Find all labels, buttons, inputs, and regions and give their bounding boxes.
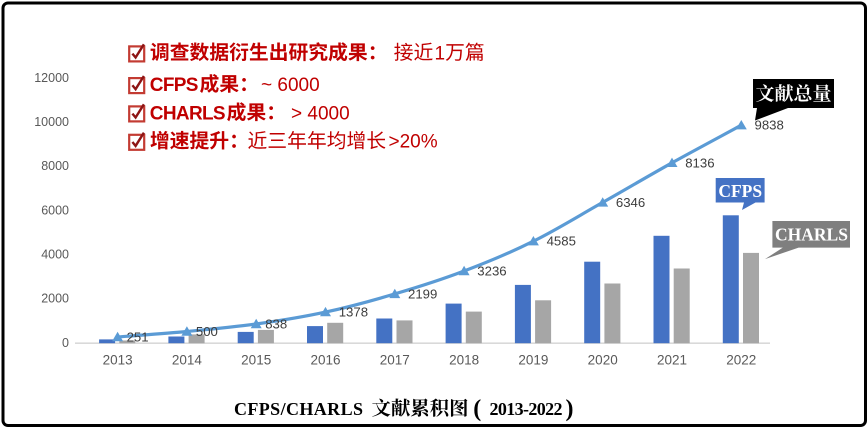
svg-text:2017: 2017 [380, 353, 410, 368]
svg-text:1378: 1378 [339, 305, 368, 320]
svg-text:2021: 2021 [657, 353, 687, 368]
svg-text:>20%: >20% [389, 132, 438, 153]
svg-text:6346: 6346 [616, 195, 645, 210]
svg-text:500: 500 [196, 324, 218, 339]
svg-text:CFPS/CHARLS: CFPS/CHARLS [234, 399, 363, 419]
svg-text:0: 0 [62, 336, 69, 350]
svg-text:838: 838 [265, 317, 287, 332]
svg-text:1: 1 [435, 43, 446, 64]
svg-text:2014: 2014 [172, 353, 203, 368]
svg-text:4000: 4000 [41, 248, 69, 262]
svg-text:2019: 2019 [518, 353, 548, 368]
svg-text:2022: 2022 [726, 353, 756, 368]
svg-text:2000: 2000 [41, 292, 69, 306]
svg-text:CHARLS: CHARLS [775, 225, 848, 245]
svg-text:2199: 2199 [408, 286, 437, 301]
svg-text:12000: 12000 [34, 71, 69, 85]
svg-text:CHARLS: CHARLS [150, 103, 226, 124]
svg-text:> 4000: > 4000 [291, 103, 350, 124]
svg-text:10000: 10000 [34, 115, 69, 129]
svg-text:~ 6000: ~ 6000 [261, 75, 320, 96]
svg-text:CFPS: CFPS [150, 75, 199, 96]
svg-text:4585: 4585 [547, 234, 576, 249]
svg-text:251: 251 [127, 330, 149, 345]
svg-text:2020: 2020 [588, 353, 618, 368]
svg-text:CFPS: CFPS [718, 181, 762, 201]
svg-text:8000: 8000 [41, 159, 69, 173]
svg-text:2018: 2018 [449, 353, 479, 368]
svg-text:(: ( [473, 396, 481, 422]
svg-text:2013-2022: 2013-2022 [490, 399, 563, 419]
svg-text:2015: 2015 [241, 353, 271, 368]
svg-text:6000: 6000 [41, 203, 69, 217]
svg-text:2016: 2016 [310, 353, 340, 368]
svg-text:2013: 2013 [103, 353, 133, 368]
svg-text:): ) [566, 396, 574, 422]
svg-text:3236: 3236 [477, 264, 506, 279]
svg-text:8136: 8136 [685, 155, 714, 170]
svg-text:9838: 9838 [755, 118, 784, 133]
